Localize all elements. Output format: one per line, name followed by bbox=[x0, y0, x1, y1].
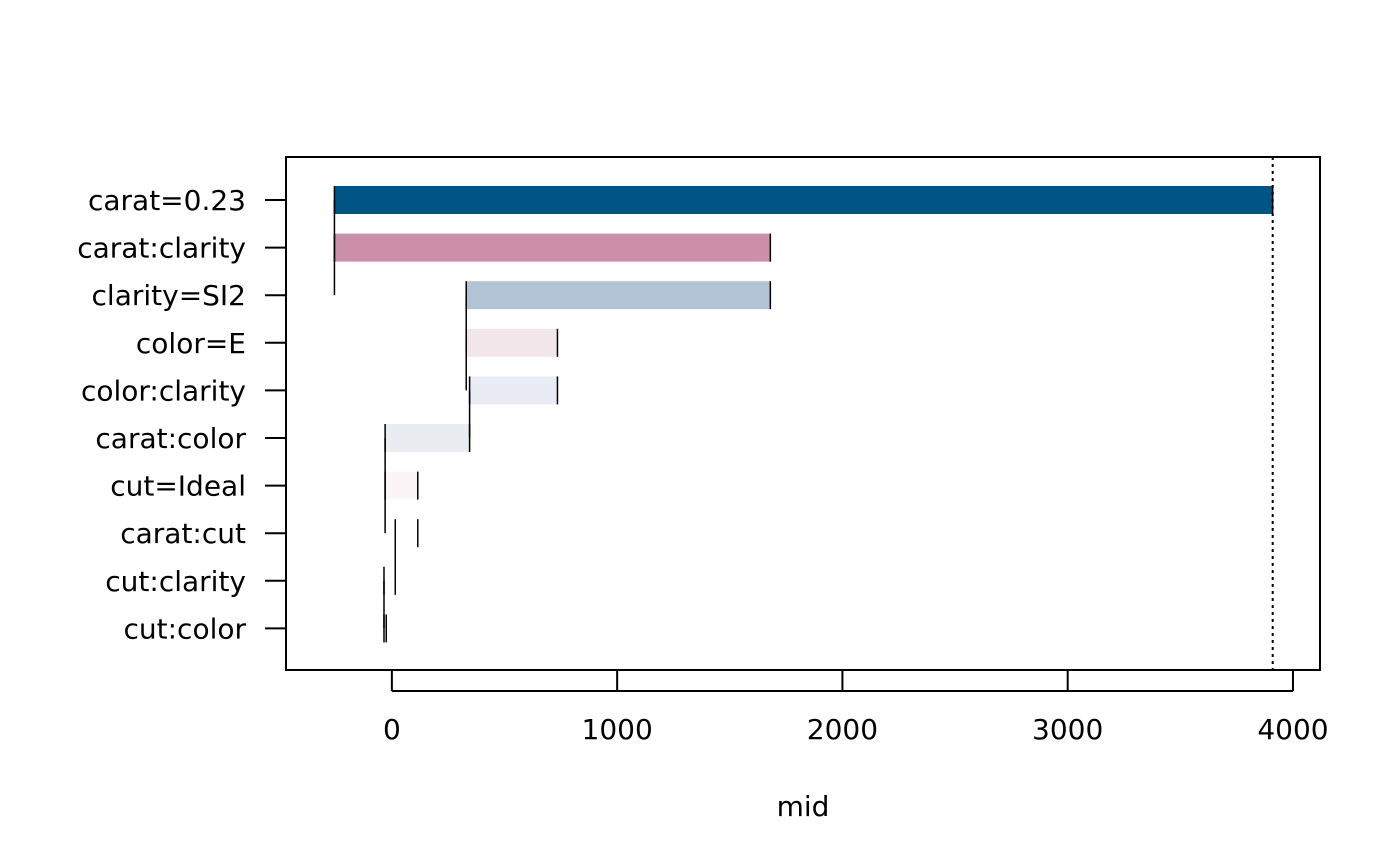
bar-0 bbox=[334, 186, 1273, 214]
y-tick-label-2: clarity=SI2 bbox=[92, 279, 246, 312]
bar-8 bbox=[383, 566, 396, 595]
x-tick-label-3: 3000 bbox=[1032, 713, 1103, 746]
bar-2 bbox=[466, 281, 771, 310]
bars-layer bbox=[334, 186, 1273, 643]
y-tick-label-6: cut=Ideal bbox=[110, 470, 246, 503]
y-axis: carat=0.23 carat:clarity clarity=SI2 color=… bbox=[77, 184, 286, 645]
plot-frame bbox=[285, 156, 1321, 671]
y-tick-label-3: color=E bbox=[136, 327, 246, 360]
y-tick-label-5: carat:color bbox=[95, 422, 246, 455]
bar-7 bbox=[395, 519, 418, 548]
y-tick-label-4: color:clarity bbox=[81, 374, 246, 407]
x-axis: 0 1000 2000 3000 4000 bbox=[383, 670, 1329, 746]
y-tick-label-9: cut:color bbox=[124, 612, 247, 645]
bar-9 bbox=[383, 614, 387, 643]
bar-3 bbox=[466, 328, 558, 357]
y-tick-label-1: carat:clarity bbox=[77, 232, 246, 265]
bar-4 bbox=[469, 376, 558, 405]
y-tick-label-0: carat=0.23 bbox=[88, 184, 246, 217]
connectors-layer bbox=[333, 186, 1274, 643]
x-axis-title: mid bbox=[777, 790, 830, 823]
y-tick-label-8: cut:clarity bbox=[105, 565, 246, 598]
bar-5 bbox=[385, 424, 470, 452]
x-tick-label-2: 2000 bbox=[807, 713, 878, 746]
bar-6 bbox=[385, 471, 418, 500]
y-tick-label-7: carat:cut bbox=[120, 517, 246, 550]
x-tick-label-0: 0 bbox=[383, 713, 401, 746]
bar-1 bbox=[334, 233, 771, 262]
x-tick-label-4: 4000 bbox=[1257, 713, 1328, 746]
x-tick-label-1: 1000 bbox=[582, 713, 653, 746]
